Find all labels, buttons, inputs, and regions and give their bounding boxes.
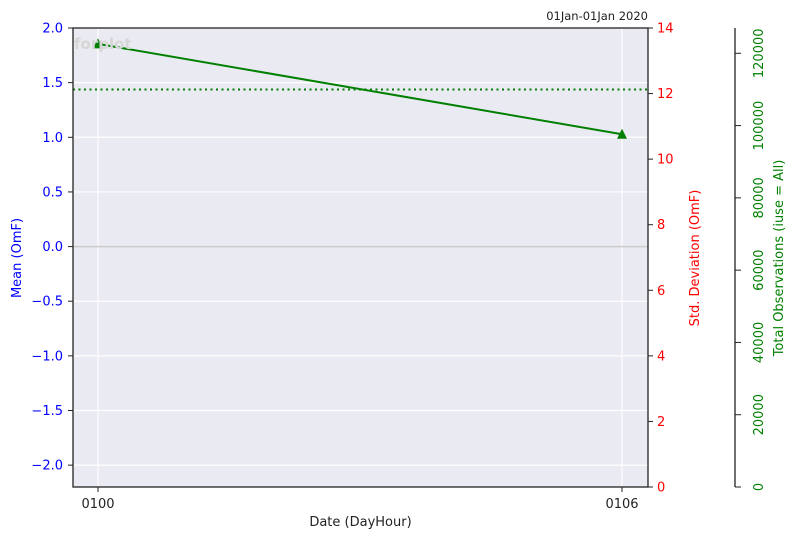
plot-area xyxy=(73,28,648,487)
right-y-tick-label: 10 xyxy=(657,153,674,168)
left-y-tick-label: 0.0 xyxy=(42,240,63,255)
right-y-tick-label: 0 xyxy=(657,481,665,496)
left-y-tick-label: 1.0 xyxy=(42,131,63,146)
left-y-tick-label: −2.0 xyxy=(31,459,63,474)
series-marker-triangle xyxy=(617,128,627,139)
left-y-tick-label: 0.5 xyxy=(42,185,63,200)
count-y-tick-label: 0 xyxy=(752,483,767,491)
right-y-tick-label: 6 xyxy=(657,284,665,299)
x-axis: 0100 0106 xyxy=(81,487,639,512)
count-y-tick-label: 120000 xyxy=(752,28,767,78)
count-y-tick-label: 100000 xyxy=(752,101,767,151)
count-y-tick-label: 60000 xyxy=(752,249,767,290)
x-tick-label: 0106 xyxy=(605,497,638,512)
count-y-axis-title: Total Observations (iuse = All) xyxy=(772,160,787,358)
count-y-tick-label: 40000 xyxy=(752,322,767,363)
right-y-tick-label: 8 xyxy=(657,218,665,233)
count-y-axis: 0 20000 40000 60000 80000 100000 120000 xyxy=(735,28,767,491)
right-y-tick-label: 14 xyxy=(657,22,674,37)
left-y-tick-label: 2.0 xyxy=(42,22,63,37)
count-y-tick-label: 20000 xyxy=(752,394,767,435)
x-axis-title: Date (DayHour) xyxy=(309,515,411,530)
x-tick-label: 0100 xyxy=(81,497,114,512)
right-y-axis: 0 2 4 6 8 10 12 14 xyxy=(648,22,674,496)
left-y-tick-label: −0.5 xyxy=(31,295,63,310)
count-y-tick-label: 80000 xyxy=(752,177,767,218)
right-y-tick-label: 4 xyxy=(657,349,665,364)
right-y-tick-label: 12 xyxy=(657,87,674,102)
left-y-axis: −2.0 −1.5 −1.0 −0.5 0.0 0.5 1.0 1.5 2.0 xyxy=(31,22,73,474)
left-y-axis-title: Mean (OmF) xyxy=(10,218,25,298)
left-y-tick-label: −1.0 xyxy=(31,349,63,364)
right-y-tick-label: 2 xyxy=(657,415,665,430)
series-layer xyxy=(73,38,648,139)
series-marker-triangle xyxy=(93,38,103,49)
plot-frame xyxy=(72,27,649,488)
watermark: forplot xyxy=(74,35,132,53)
right-y-axis-title: Std. Deviation (OmF) xyxy=(688,190,703,327)
left-y-tick-label: −1.5 xyxy=(31,404,63,419)
left-y-tick-label: 1.5 xyxy=(42,76,63,91)
date-range-label: 01Jan-01Jan 2020 xyxy=(546,9,648,23)
